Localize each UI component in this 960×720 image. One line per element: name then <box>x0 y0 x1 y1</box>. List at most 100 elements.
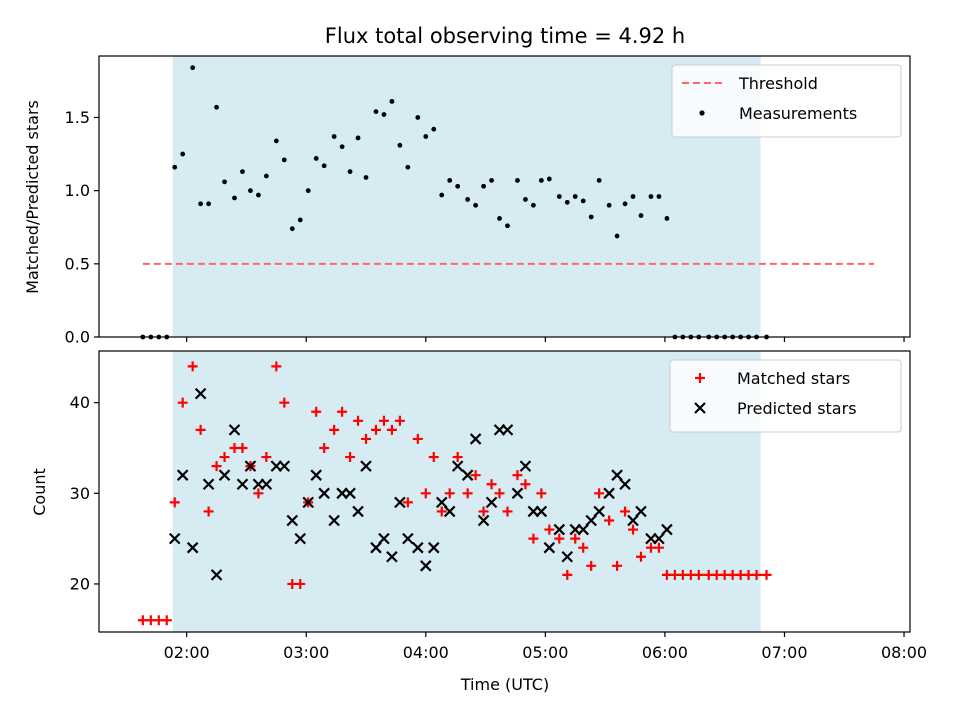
bottom-data-point <box>653 532 665 545</box>
bottom-data-point <box>236 478 249 491</box>
bottom-data-point <box>443 505 456 518</box>
top-data-point <box>405 164 411 170</box>
bottom-data-point <box>435 496 448 509</box>
bottom-data-point <box>353 415 364 426</box>
bottom-data-point <box>286 514 299 527</box>
bottom-data-point <box>194 387 207 400</box>
bottom-data-point <box>635 551 646 562</box>
bottom-data-point <box>470 470 481 481</box>
bottom-data-point <box>378 415 389 426</box>
top-data-point <box>648 194 654 199</box>
top-data-point <box>190 65 196 71</box>
top-panel: 0.0 0.5 1.0 1.5 Matched/Predicted stars Thr… <box>23 55 911 347</box>
bottom-data-point <box>535 505 548 518</box>
bottom-data-point <box>603 487 615 500</box>
bottom-data-point <box>452 452 463 463</box>
top-data-point <box>389 98 395 104</box>
top-data-point <box>538 178 544 183</box>
top-data-point <box>523 197 528 202</box>
top-data-point <box>588 214 594 220</box>
bottom-data-point <box>412 433 423 444</box>
top-y-tick-label: 1.0 <box>65 181 90 200</box>
bottom-data-point <box>261 452 272 463</box>
bottom-data-point <box>161 615 172 626</box>
bottom-legend-marker <box>694 402 706 414</box>
bottom-data-point <box>329 424 340 435</box>
top-data-point <box>455 183 461 189</box>
bottom-panel: 20 30 40 02:00 03:00 04:00 05:00 06:00 07:00 08:0… <box>30 350 927 694</box>
bottom-data-point <box>485 496 498 509</box>
top-data-point <box>439 192 445 198</box>
bottom-series-matched-stars <box>137 361 772 626</box>
bottom-y-tick-label: 20 <box>70 574 90 593</box>
bottom-data-point <box>177 397 188 408</box>
bottom-data-point <box>370 541 382 554</box>
x-tick-label: 02:00 <box>164 643 210 662</box>
bottom-data-point <box>477 514 490 527</box>
x-tick-label: 07:00 <box>761 643 807 662</box>
top-data-point <box>281 157 287 163</box>
bottom-legend-label: Predicted stars <box>737 399 857 418</box>
bottom-data-point <box>219 452 230 463</box>
top-observing-window <box>172 56 761 337</box>
top-data-point <box>321 163 327 169</box>
bottom-data-point <box>661 523 673 536</box>
bottom-data-point <box>594 488 605 499</box>
bottom-data-point <box>337 406 348 417</box>
top-data-point <box>248 188 253 194</box>
bottom-data-point <box>612 560 623 571</box>
bottom-data-point <box>370 424 381 435</box>
top-data-point <box>256 192 261 198</box>
bottom-data-point <box>195 424 206 435</box>
top-data-point <box>397 142 403 148</box>
top-legend-marker <box>699 110 705 116</box>
bottom-data-point <box>352 505 364 518</box>
top-data-point <box>515 178 520 183</box>
bottom-data-point <box>502 506 513 517</box>
bottom-data-point <box>536 488 547 499</box>
bottom-data-point <box>345 452 356 463</box>
top-data-point <box>546 176 552 182</box>
bottom-data-point <box>544 524 555 535</box>
x-tick-label: 05:00 <box>522 643 568 662</box>
bottom-data-point <box>294 532 307 545</box>
top-series-measurements <box>140 65 769 340</box>
bottom-data-point <box>260 478 273 491</box>
bottom-data-point <box>271 361 282 372</box>
top-data-point <box>622 201 628 207</box>
bottom-data-point <box>627 514 639 527</box>
top-legend-label: Measurements <box>739 104 857 123</box>
bottom-data-point <box>361 433 372 444</box>
bottom-legend-marker <box>695 373 705 383</box>
top-data-point <box>497 216 502 221</box>
bottom-data-point <box>253 488 264 499</box>
bottom-data-point <box>461 469 474 481</box>
bottom-data-point <box>311 406 322 417</box>
bottom-data-point <box>570 533 581 544</box>
top-panel-frame <box>98 55 911 338</box>
bottom-data-point <box>554 533 565 544</box>
top-data-point <box>656 194 662 199</box>
top-data-point <box>564 199 570 205</box>
top-data-point <box>664 216 670 221</box>
bottom-data-point <box>203 506 214 517</box>
bottom-data-point <box>469 433 482 445</box>
top-y-tick-label: 1.5 <box>65 108 90 127</box>
top-data-point <box>606 202 612 208</box>
bottom-data-point <box>553 523 566 536</box>
top-legend-box <box>671 64 902 138</box>
bottom-data-point <box>237 442 248 453</box>
bottom-y-tick-label: 40 <box>70 393 90 412</box>
x-tick-label: 03:00 <box>283 643 329 662</box>
bottom-data-point <box>318 487 330 500</box>
bottom-panel-xlabel: Time (UTC) <box>460 675 549 694</box>
top-data-point <box>313 156 319 161</box>
bottom-data-point <box>585 514 597 527</box>
bottom-data-point <box>412 541 424 554</box>
bottom-data-point <box>386 550 398 563</box>
bottom-data-point <box>653 542 664 553</box>
bottom-data-point <box>344 487 356 500</box>
bottom-data-point <box>444 488 455 499</box>
top-data-point <box>305 188 311 194</box>
top-data-point <box>347 169 353 175</box>
